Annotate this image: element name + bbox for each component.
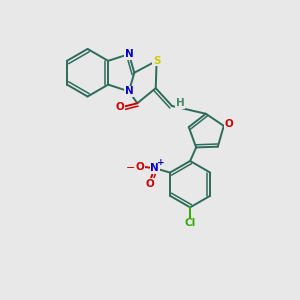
- Text: −: −: [126, 163, 136, 173]
- Text: H: H: [176, 98, 185, 108]
- Text: O: O: [135, 162, 144, 172]
- Text: +: +: [157, 158, 165, 167]
- Text: N: N: [150, 163, 159, 173]
- Text: N: N: [124, 49, 134, 59]
- Text: S: S: [153, 56, 160, 66]
- Text: O: O: [116, 102, 124, 112]
- Text: O: O: [146, 178, 154, 189]
- Text: O: O: [225, 119, 233, 129]
- Text: Cl: Cl: [184, 218, 196, 228]
- Text: N: N: [124, 86, 134, 96]
